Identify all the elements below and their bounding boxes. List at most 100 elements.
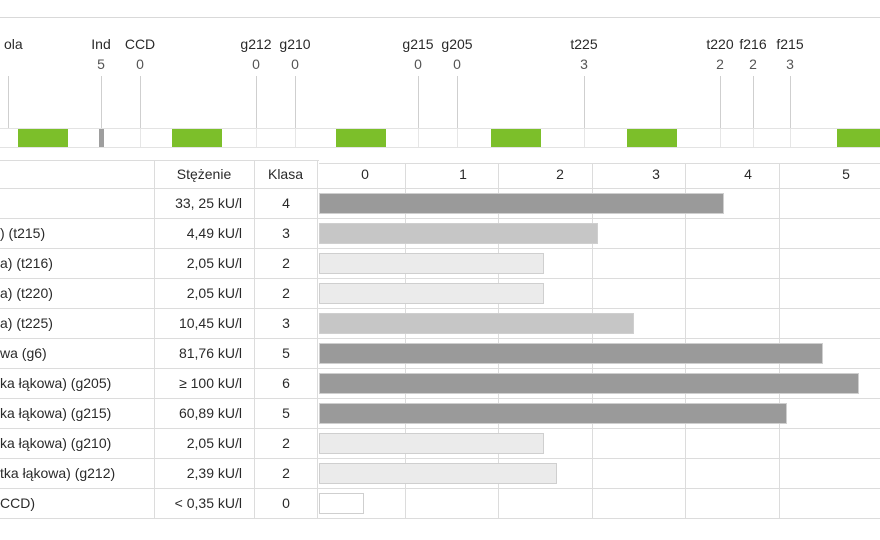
top-marker-tick: [753, 76, 754, 128]
row-class: 0: [282, 495, 290, 511]
row-concentration: ≥ 100 kU/l: [179, 375, 242, 391]
row-concentration: 2,39 kU/l: [186, 465, 242, 481]
row-concentration: 10,45 kU/l: [178, 315, 242, 331]
strip-segment-green: [491, 129, 541, 147]
class-gridline: [779, 163, 780, 518]
row-allergen-name: a) (t225): [0, 315, 53, 331]
row-concentration: 4,49 kU/l: [186, 225, 242, 241]
class-axis-topline: [319, 163, 880, 164]
top-marker-value: 3: [580, 56, 588, 72]
row-class: 5: [282, 345, 290, 361]
strip-separator: [790, 129, 791, 147]
top-marker-tick: [457, 76, 458, 128]
row-concentration: 60,89 kU/l: [178, 405, 242, 421]
class-gridline: [498, 163, 499, 518]
top-marker-value: 3: [786, 56, 794, 72]
class-gridline: [592, 163, 593, 518]
table-gridline: [0, 368, 880, 369]
class-axis-tick: 1: [459, 166, 467, 182]
marker-strip: [0, 128, 880, 148]
bar-class-level: [319, 283, 544, 304]
row-class: 2: [282, 285, 290, 301]
row-class: 3: [282, 315, 290, 331]
class-axis-tick: 3: [652, 166, 660, 182]
results-table: Stężenie Klasa 0 1 2 3 4 5 33, 25 kU/l 4) (t215) 4…: [0, 160, 880, 520]
row-concentration: 2,05 kU/l: [186, 285, 242, 301]
top-border: [0, 17, 880, 18]
strip-segment-gray: [99, 129, 104, 147]
strip-separator: [753, 129, 754, 147]
strip-separator: [584, 129, 585, 147]
bar-class-level: [319, 493, 364, 514]
strip-separator: [418, 129, 419, 147]
table-gridline: [0, 428, 880, 429]
bar-class-level: [319, 223, 598, 244]
table-gridline: [0, 338, 880, 339]
top-marker-tick: [584, 76, 585, 128]
top-marker-tick: [256, 76, 257, 128]
header-concentration: Stężenie: [176, 166, 232, 182]
top-marker-label: g215: [402, 36, 434, 52]
row-class: 2: [282, 255, 290, 271]
class-axis-tick: 2: [556, 166, 564, 182]
bar-class-level: [319, 313, 634, 334]
bar-class-level: [319, 433, 544, 454]
top-marker-tick: [790, 76, 791, 128]
top-marker-tick: [295, 76, 296, 128]
strip-separator: [457, 129, 458, 147]
top-marker-value: 2: [749, 56, 757, 72]
strip-segment-green: [18, 129, 68, 147]
table-gridline: [0, 488, 880, 489]
row-allergen-name: ka łąkowa) (g205): [0, 375, 112, 391]
strip-separator: [140, 129, 141, 147]
row-class: 3: [282, 225, 290, 241]
table-column-divider: [317, 160, 318, 518]
bar-class-level: [319, 373, 859, 394]
top-marker-label: f216: [739, 36, 767, 52]
strip-separator: [720, 129, 721, 147]
table-gridline: [0, 248, 880, 249]
bar-class-level: [319, 253, 544, 274]
strip-segment-green: [336, 129, 386, 147]
row-concentration: 33, 25 kU/l: [175, 195, 242, 211]
row-class: 6: [282, 375, 290, 391]
table-gridline: [0, 518, 880, 519]
top-marker-tick: [418, 76, 419, 128]
row-allergen-name: tka łąkowa) (g212): [0, 465, 116, 481]
top-marker-label: t225: [570, 36, 598, 52]
header-class: Klasa: [267, 166, 304, 182]
table-column-divider: [154, 160, 155, 518]
top-marker-value: 0: [291, 56, 299, 72]
row-class: 2: [282, 465, 290, 481]
top-marker-value: 5: [97, 56, 105, 72]
row-allergen-name: ) (t215): [0, 225, 46, 241]
top-marker-label: ola: [4, 36, 23, 52]
class-axis-tick: 0: [361, 166, 369, 182]
strip-separator: [256, 129, 257, 147]
top-marker-tick: [140, 76, 141, 128]
class-gridline: [685, 163, 686, 518]
row-class: 5: [282, 405, 290, 421]
table-gridline: [0, 398, 880, 399]
top-marker-label: Ind: [91, 36, 111, 52]
bar-class-level: [319, 403, 787, 424]
row-allergen-name: a) (t220): [0, 285, 53, 301]
top-marker-value: 0: [252, 56, 260, 72]
row-concentration: 2,05 kU/l: [186, 435, 242, 451]
row-class: 4: [282, 195, 290, 211]
table-gridline: [0, 278, 880, 279]
strip-segment-green: [172, 129, 222, 147]
row-concentration: 81,76 kU/l: [178, 345, 242, 361]
row-concentration: < 0,35 kU/l: [174, 495, 242, 511]
class-axis-tick: 5: [842, 166, 850, 182]
row-allergen-name: ka łąkowa) (g215): [0, 405, 112, 421]
top-marker-value: 0: [414, 56, 422, 72]
row-allergen-name: a) (t216): [0, 255, 53, 271]
top-marker-tick: [720, 76, 721, 128]
top-marker-tick: [101, 76, 102, 128]
top-marker-label: g210: [279, 36, 311, 52]
row-class: 2: [282, 435, 290, 451]
strip-segment-green: [837, 129, 880, 147]
bar-class-level: [319, 343, 823, 364]
table-gridline: [0, 160, 319, 161]
